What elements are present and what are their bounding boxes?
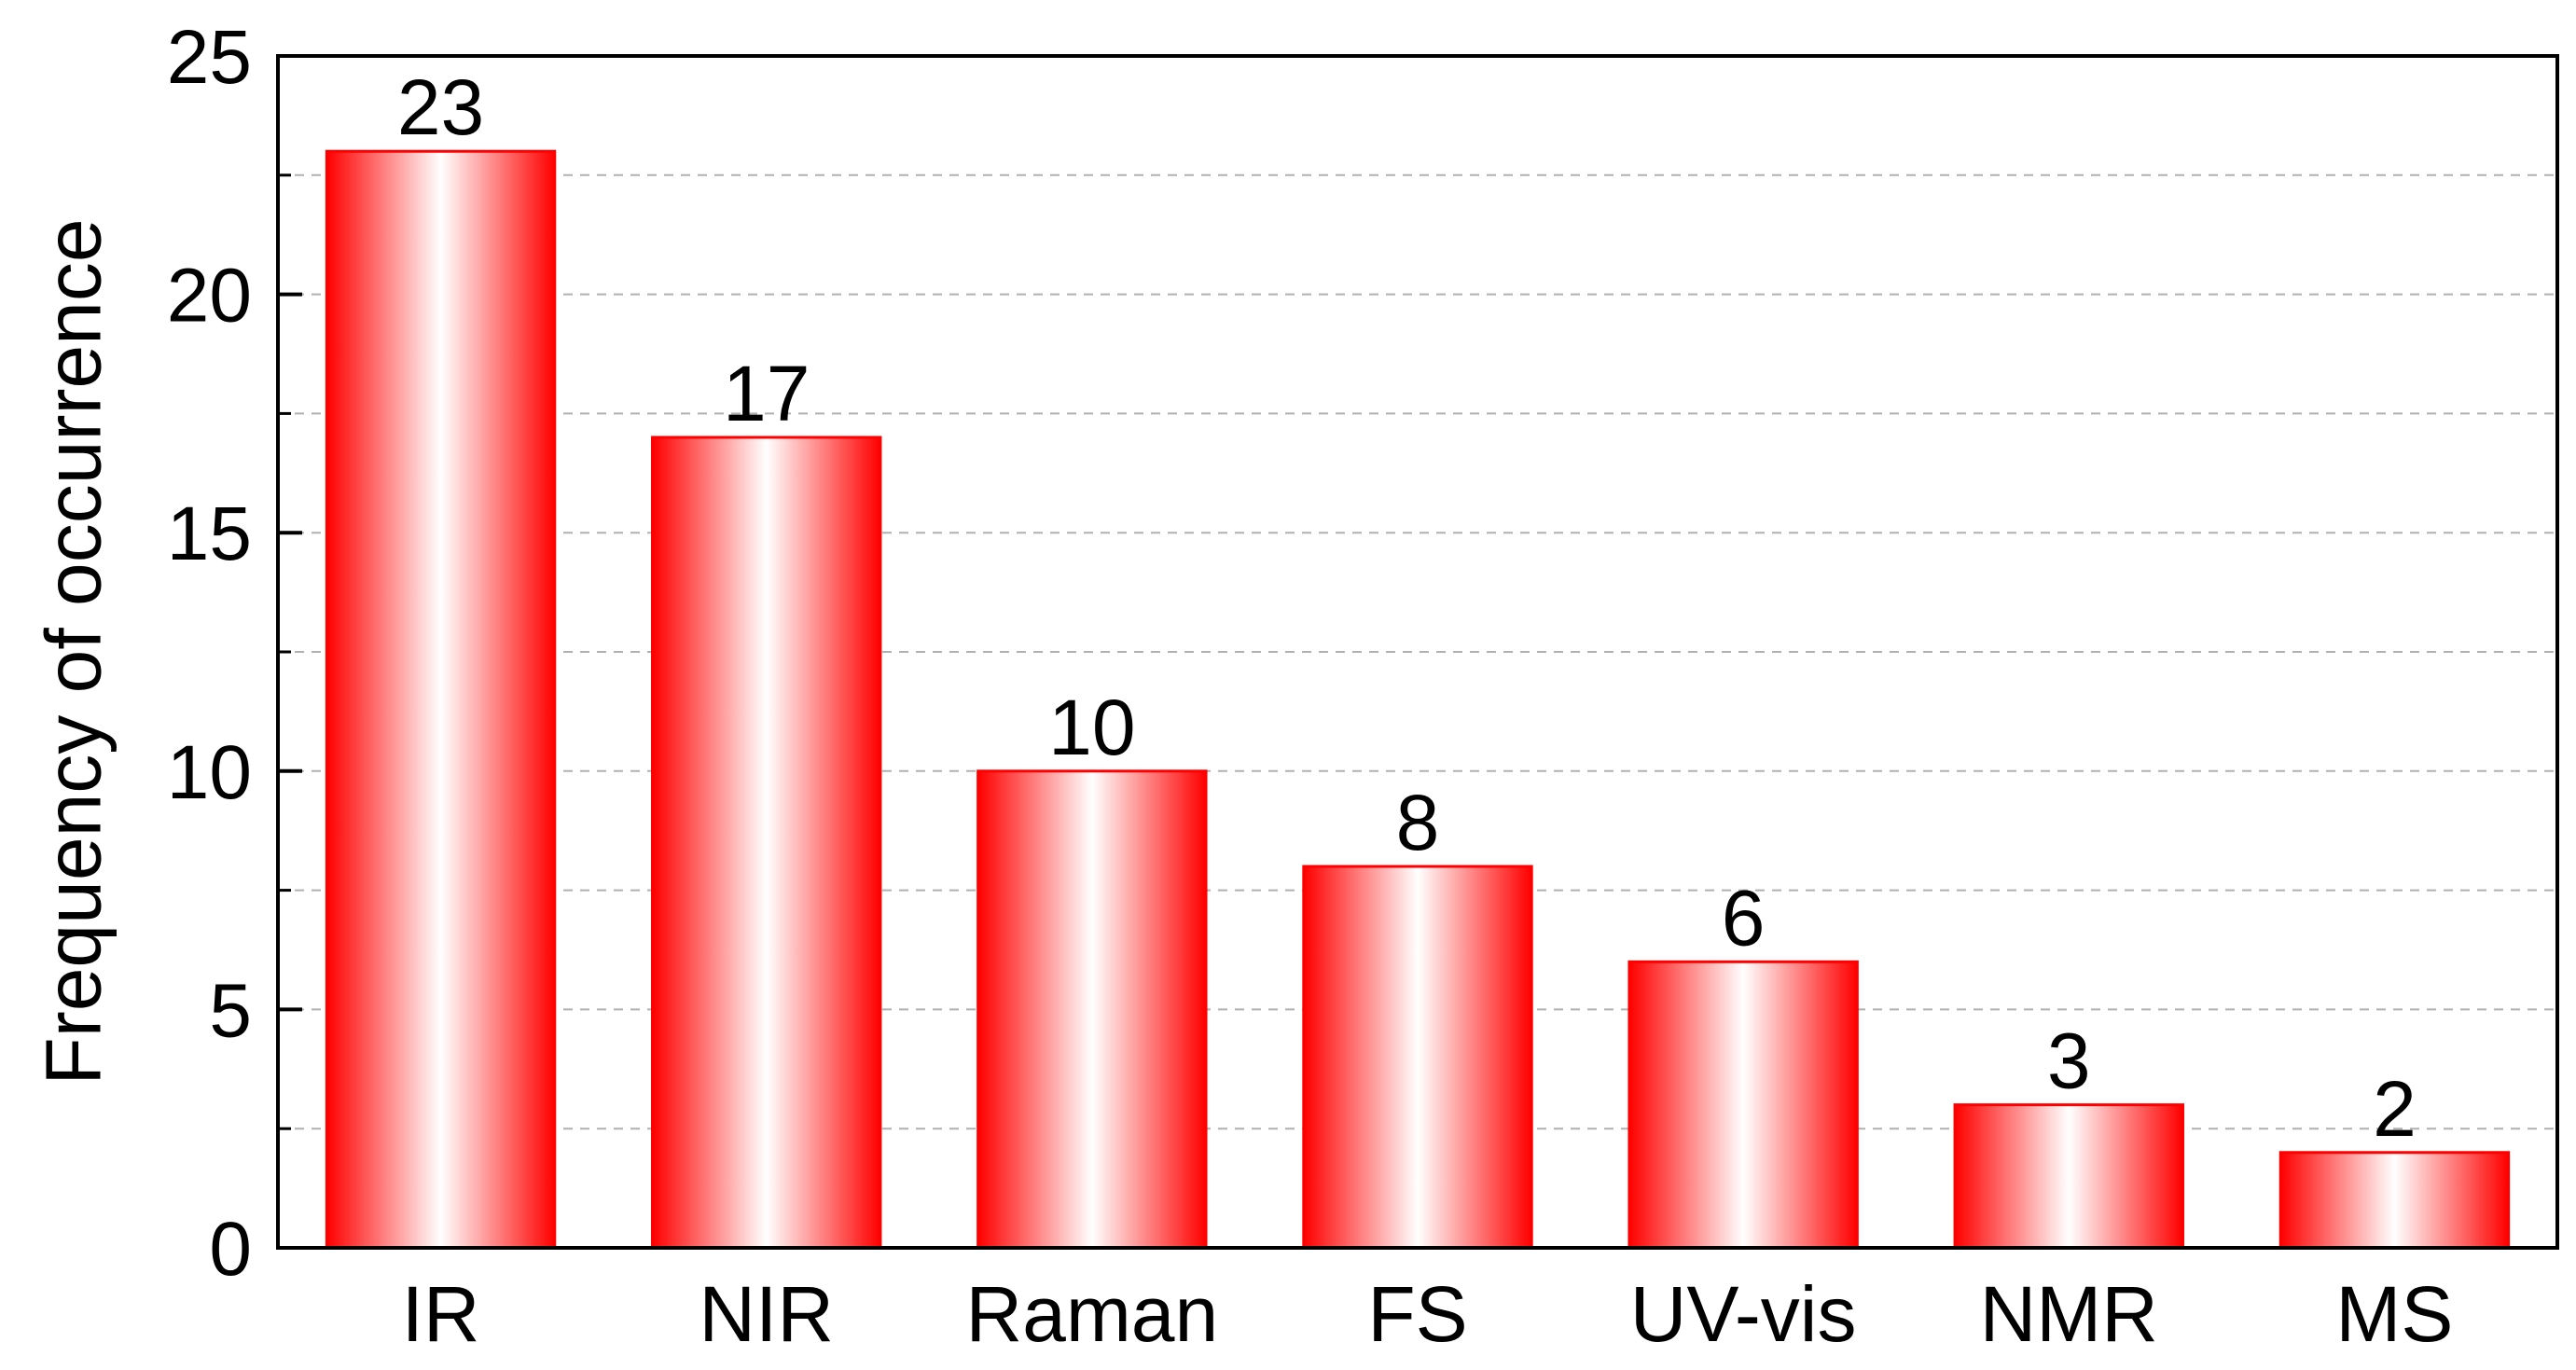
bar-ms xyxy=(2278,1151,2511,1250)
y-tick-label: 0 xyxy=(209,1207,252,1292)
y-tick-label: 15 xyxy=(167,491,252,576)
y-axis-title: Frequency of occurrence xyxy=(29,218,117,1085)
x-tick-label: FS xyxy=(1367,1270,1467,1358)
data-label: 10 xyxy=(1048,684,1135,771)
data-label: 3 xyxy=(2047,1017,2091,1105)
bar-nmr xyxy=(1953,1103,2184,1250)
bar-fs xyxy=(1302,865,1533,1250)
bar-ir xyxy=(325,149,557,1250)
bar-uv-vis xyxy=(1627,960,1859,1250)
data-label: 8 xyxy=(1396,779,1440,866)
axis-ticks xyxy=(278,54,302,1250)
x-tick-label: NMR xyxy=(1980,1270,2158,1358)
x-tick-label: IR xyxy=(402,1270,480,1358)
y-tick-label: 25 xyxy=(167,15,252,100)
x-tick-label: Raman xyxy=(965,1270,1218,1358)
y-tick-label: 5 xyxy=(209,968,252,1053)
x-tick-label: MS xyxy=(2335,1270,2453,1358)
data-label: 17 xyxy=(723,350,810,437)
x-tick-label: NIR xyxy=(699,1270,834,1358)
bars xyxy=(325,149,2511,1250)
y-tick-label: 20 xyxy=(167,254,252,339)
data-label: 6 xyxy=(1722,874,1766,962)
bar-raman xyxy=(976,769,1208,1250)
y-tick-label: 10 xyxy=(167,730,252,815)
data-label: 2 xyxy=(2373,1065,2417,1153)
bar-nir xyxy=(651,436,882,1250)
data-label: 23 xyxy=(397,63,484,151)
x-tick-label: UV-vis xyxy=(1630,1270,1857,1358)
chart-labels: 0 5 10 15 20 25 23 IR 17 NIR 10 Raman 8 FS 6 UV-vis 3 NMR… xyxy=(167,15,2454,1358)
